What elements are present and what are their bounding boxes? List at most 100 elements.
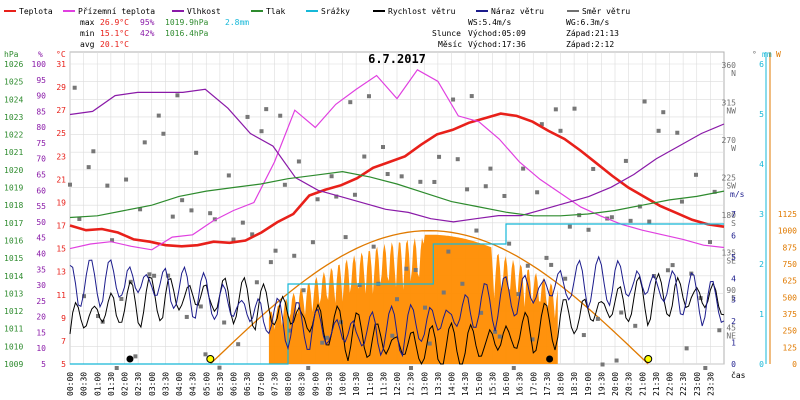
sunrise-marker [206, 355, 215, 363]
wind-direction-point [404, 266, 409, 271]
tick-label-hpa: 1016 [4, 236, 23, 245]
tick-label-time: 10:30 [352, 372, 361, 396]
tick-label-time: 06:30 [243, 372, 252, 396]
wind-direction-point [600, 362, 605, 367]
tick-label-temperature: 11 [56, 291, 66, 300]
tick-label-solar: 875 [783, 243, 798, 252]
wind-direction-point [479, 310, 484, 315]
wind-direction-point [245, 114, 250, 119]
wind-direction-point [366, 94, 371, 99]
tick-label-direction-letter: N [731, 69, 736, 78]
wind-direction-point [77, 216, 82, 221]
tick-label-hpa: 1013 [4, 289, 23, 298]
series-line-wind-speed [69, 272, 725, 365]
tick-label-time: 18:00 [557, 372, 566, 396]
sun-set: Západ:21:13 [566, 29, 619, 38]
tick-label-rain: 4 [759, 160, 764, 169]
tick-label-time: 15:30 [488, 372, 497, 396]
tick-label-time: 19:30 [597, 372, 606, 396]
wind-direction-point [488, 166, 493, 171]
tick-label-hpa: 1023 [4, 113, 23, 122]
wind-direction-point [212, 217, 217, 222]
tick-label-hpa: 1011 [4, 325, 23, 334]
wind-direction-point [483, 184, 488, 189]
tick-label-humidity: 5 [41, 360, 46, 369]
tick-label-humidity: 40 [36, 249, 46, 258]
stats-rain: 2.8mm [225, 18, 249, 27]
tick-label-time: 22:30 [679, 372, 688, 396]
legend-label: Srážky [321, 7, 350, 16]
moon-rise: Východ:17:36 [468, 40, 526, 49]
axis-unit-rain: mm [762, 50, 772, 59]
tick-label-time: 15:00 [475, 372, 484, 396]
astro-block: WS:5.4m/s WG:6.3m/s Slunce Východ:05:09 … [432, 18, 619, 49]
wind-direction-point [72, 85, 77, 90]
wind-direction-point [142, 140, 147, 145]
wind-direction-point [511, 366, 516, 370]
tick-label-time: 08:00 [284, 372, 293, 396]
wind-direction-point [324, 335, 329, 340]
tick-label-humidity: 70 [36, 155, 46, 164]
wind-direction-point [315, 197, 320, 202]
wind-speed-info: WS:5.4m/s [468, 18, 512, 27]
wind-direction-point [516, 292, 521, 297]
stats-max-temp: 26.9°C [100, 18, 129, 27]
wind-direction-point [717, 328, 722, 333]
tick-label-time: 07:00 [257, 372, 266, 396]
tick-label-time: 12:00 [393, 372, 402, 396]
tick-label-temperature: 13 [56, 268, 66, 277]
wind-direction-point [194, 150, 199, 155]
tick-label-temperature: 9 [61, 314, 66, 323]
tick-label-rain: 2 [759, 260, 764, 269]
tick-label-humidity: 10 [36, 344, 46, 353]
tick-label-time: 18:30 [570, 372, 579, 396]
wind-direction-point [231, 237, 236, 242]
tick-label-rain: 0 [759, 360, 764, 369]
axis-unit-hpa: hPa [4, 50, 19, 59]
tick-label-solar: 625 [783, 277, 798, 286]
tick-label-hpa: 1024 [4, 95, 23, 104]
wind-direction-point [110, 238, 115, 243]
tick-label-time: 13:30 [434, 372, 443, 396]
sun-rise: Východ:05:09 [468, 29, 526, 38]
tick-label-solar: 0 [792, 360, 797, 369]
x-axis-label: čas [731, 370, 746, 380]
axis-unit-direction: ° [752, 50, 757, 59]
tick-label-time: 02:30 [134, 372, 143, 396]
tick-label-humidity: 85 [36, 107, 46, 116]
tick-label-rain: 5 [759, 110, 764, 119]
wind-direction-point [614, 358, 619, 363]
axis-unit-humidity: % [38, 50, 43, 59]
wind-direction-point [586, 227, 591, 232]
wind-direction-point [301, 288, 306, 293]
wind-direction-point [679, 199, 684, 204]
wind-direction-point [287, 328, 292, 333]
wind-direction-point [114, 366, 119, 370]
wind-direction-point [637, 204, 642, 209]
wind-direction-point [254, 280, 259, 285]
tick-label-humidity: 65 [36, 171, 46, 180]
tick-label-humidity: 35 [36, 265, 46, 274]
tick-label-hpa: 1019 [4, 184, 23, 193]
legend-label: Teplota [19, 7, 53, 16]
tick-label-humidity: 80 [36, 123, 46, 132]
tick-label-direction: 315 [722, 99, 737, 108]
tick-label-direction: 135 [722, 249, 737, 258]
wind-direction-point [595, 316, 600, 321]
series-line-gust [69, 255, 725, 358]
wind-direction-point [68, 182, 72, 187]
wind-direction-point [521, 166, 526, 171]
tick-label-time: 20:00 [611, 372, 620, 396]
tick-label-humidity: 50 [36, 218, 46, 227]
wind-direction-point [675, 130, 680, 135]
tick-label-direction: 225 [722, 174, 737, 183]
tick-label-humidity: 90 [36, 92, 46, 101]
wind-direction-point [128, 279, 133, 284]
wind-direction-point [124, 177, 129, 182]
tick-label-direction: 180 [722, 211, 737, 220]
wind-direction-point [268, 260, 273, 265]
tick-label-time: 04:30 [189, 372, 198, 396]
tick-label-temperature: 27 [56, 106, 66, 115]
stats-min-hum: 42% [140, 29, 155, 38]
legend-label: Přízemní teplota [78, 7, 155, 16]
